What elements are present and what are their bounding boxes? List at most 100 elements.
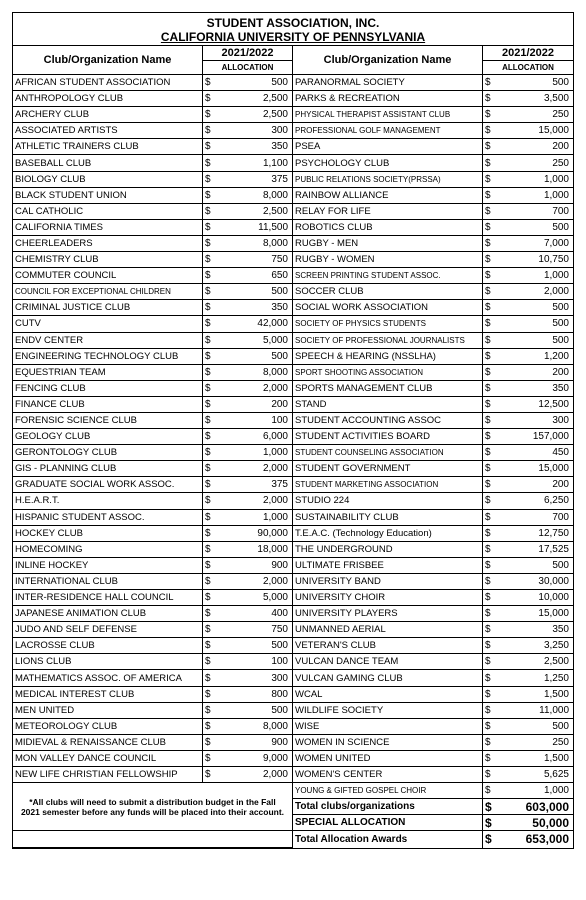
allocation-amount: $700 (483, 510, 573, 525)
allocation-amount: $7,000 (483, 236, 573, 251)
club-name: RELAY FOR LIFE (293, 204, 483, 219)
allocation-amount: $900 (203, 735, 293, 750)
club-name: STUDENT ACCOUNTING ASSOC (293, 413, 483, 428)
amount-value: 2,500 (217, 109, 292, 120)
allocation-amount: $300 (483, 413, 573, 428)
allocation-amount: $250 (483, 107, 573, 122)
club-name: SPORT SHOOTING ASSOCIATION (293, 365, 483, 380)
amount-value: 5,000 (217, 335, 292, 346)
allocation-amount: $15,000 (483, 606, 573, 621)
table-row: HOMECOMING$18,000 (13, 542, 293, 558)
currency-symbol: $ (483, 77, 497, 88)
amount-value: 18,000 (217, 544, 292, 555)
allocation-amount: $11,000 (483, 703, 573, 718)
allocation-amount: $750 (203, 622, 293, 637)
allocation-amount: $30,000 (483, 574, 573, 589)
club-name: CRIMINAL JUSTICE CLUB (13, 300, 203, 315)
table-row: UNIVERSITY PLAYERS$15,000 (293, 606, 573, 622)
amount-value: 11,500 (217, 222, 292, 233)
table-row: STUDENT MARKETING ASSOCIATION$200 (293, 477, 573, 493)
club-name: FENCING CLUB (13, 381, 203, 396)
currency-symbol: $ (483, 254, 497, 265)
currency-symbol: $ (483, 624, 497, 635)
table-row: GIS - PLANNING CLUB$2,000 (13, 461, 293, 477)
table-row: UNIVERSITY CHOIR$10,000 (293, 590, 573, 606)
allocation-amount: $1,250 (483, 670, 573, 685)
club-name: ENDV CENTER (13, 333, 203, 348)
table-row: GRADUATE SOCIAL WORK ASSOC.$375 (13, 477, 293, 493)
club-name: PUBLIC RELATIONS SOCIETY(PRSSA) (293, 172, 483, 187)
currency-symbol: $ (483, 528, 497, 539)
amount-value: 1,500 (497, 689, 573, 700)
amount-value: 500 (497, 302, 573, 313)
amount-value: 15,000 (497, 608, 573, 619)
table-row: ASSOCIATED ARTISTS$300 (13, 123, 293, 139)
amount-value: 2,500 (217, 206, 292, 217)
table-row: RAINBOW ALLIANCE$1,000 (293, 188, 573, 204)
allocation-amount: $10,750 (483, 252, 573, 267)
currency-symbol: $ (203, 608, 217, 619)
currency-symbol: $ (203, 190, 217, 201)
currency-symbol: $ (203, 318, 217, 329)
club-name: ENGINEERING TECHNOLOGY CLUB (13, 349, 203, 364)
table-row: VULCAN GAMING CLUB$1,250 (293, 670, 573, 686)
club-name: GRADUATE SOCIAL WORK ASSOC. (13, 477, 203, 492)
table-row: WOMEN UNITED$1,500 (293, 751, 573, 767)
allocation-amount: $12,500 (483, 397, 573, 412)
currency-symbol: $ (203, 254, 217, 265)
left-column: AFRICAN STUDENT ASSOCIATION$500ANTHROPOL… (13, 75, 293, 848)
currency-symbol: $ (203, 624, 217, 635)
amount-value: 350 (497, 624, 573, 635)
table-row: HOCKEY CLUB$90,000 (13, 526, 293, 542)
currency-symbol: $ (203, 640, 217, 651)
club-name: SCREEN PRINTING STUDENT ASSOC. (293, 268, 483, 283)
club-name: CAL CATHOLIC (13, 204, 203, 219)
table-row: SCREEN PRINTING STUDENT ASSOC.$1,000 (293, 268, 573, 284)
table-row: BLACK STUDENT UNION$8,000 (13, 188, 293, 204)
amount-value: 157,000 (497, 431, 573, 442)
table-row: PROFESSIONAL GOLF MANAGEMENT$15,000 (293, 123, 573, 139)
table-row: RELAY FOR LIFE$700 (293, 204, 573, 220)
currency-symbol: $ (203, 383, 217, 394)
club-name: RUGBY - WOMEN (293, 252, 483, 267)
currency-symbol: $ (483, 415, 497, 426)
allocation-amount: $500 (483, 558, 573, 573)
currency-symbol: $ (483, 238, 497, 249)
table-row: T.E.A.C. (Technology Education)$12,750 (293, 526, 573, 542)
allocation-amount: $11,500 (203, 220, 293, 235)
table-row: BIOLOGY CLUB$375 (13, 172, 293, 188)
table-row: WILDLIFE SOCIETY$11,000 (293, 703, 573, 719)
allocation-amount: $500 (483, 333, 573, 348)
currency-symbol: $ (203, 174, 217, 185)
club-name: STUDENT COUNSELING ASSOCIATION (293, 445, 483, 460)
club-name: INTER-RESIDENCE HALL COUNCIL (13, 590, 203, 605)
table-row: STUDENT ACCOUNTING ASSOC$300 (293, 413, 573, 429)
table-row: WCAL$1,500 (293, 687, 573, 703)
currency-symbol: $ (203, 431, 217, 442)
allocation-amount: $2,500 (483, 654, 573, 669)
club-name: MEN UNITED (13, 703, 203, 718)
amount-value: 90,000 (217, 528, 292, 539)
amount-value: 8,000 (217, 190, 292, 201)
amount-value: 12,750 (497, 528, 573, 539)
table-row: UNIVERSITY BAND$30,000 (293, 574, 573, 590)
club-name: THE UNDERGROUND (293, 542, 483, 557)
allocation-amount: $2,500 (203, 91, 293, 106)
currency-symbol: $ (483, 673, 497, 684)
table-row: COMMUTER COUNCIL$650 (13, 268, 293, 284)
allocation-amount: $500 (203, 349, 293, 364)
currency-symbol: $ (203, 705, 217, 716)
currency-symbol: $ (483, 479, 497, 490)
allocation-amount: $1,500 (483, 687, 573, 702)
currency-symbol: $ (483, 576, 497, 587)
allocation-amount: $2,000 (203, 493, 293, 508)
allocation-amount: $500 (483, 719, 573, 734)
club-name: LIONS CLUB (13, 654, 203, 669)
allocation-amount: $500 (483, 316, 573, 331)
club-name: ATHLETIC TRAINERS CLUB (13, 139, 203, 154)
table-row: JAPANESE ANIMATION CLUB$400 (13, 606, 293, 622)
table-row: FORENSIC SCIENCE CLUB$100 (13, 413, 293, 429)
table-row: CUTV$42,000 (13, 316, 293, 332)
currency-symbol: $ (203, 592, 217, 603)
club-name: UNIVERSITY CHOIR (293, 590, 483, 605)
